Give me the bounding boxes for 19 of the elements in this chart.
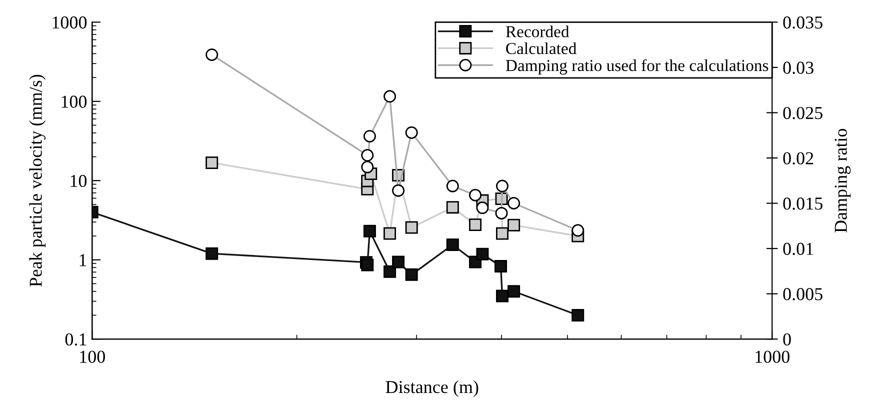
y2-tick-label: 0.035	[783, 16, 822, 29]
y2-tick-label: 0.02	[783, 152, 814, 164]
y2-tick-label: 0.025	[783, 106, 822, 120]
y-tick-label: 1000	[52, 16, 87, 29]
y-axis-title: Peak particle velocity (mm/s)	[29, 74, 46, 287]
y-tick-label: 100	[62, 96, 87, 108]
y2-tick-label: 0	[783, 333, 791, 346]
legend-label: Damping ratio used for the calculations	[506, 59, 768, 75]
y2-tick-label: 0.015	[783, 198, 822, 210]
legend-label: Calculated	[506, 42, 576, 54]
x-axis-title: Distance (m)	[386, 380, 478, 397]
y-tick-label: 0.1	[65, 333, 86, 346]
legend-label: Recorded	[506, 26, 570, 38]
y2-tick-label: 0.01	[783, 242, 814, 256]
y2-tick-label: 0.03	[783, 62, 814, 74]
y2-axis-title: Damping ratio	[834, 128, 851, 232]
y2-tick-label: 0.005	[783, 288, 822, 300]
y-tick-label: 1	[80, 254, 86, 266]
y-tick-label: 10	[70, 174, 87, 188]
